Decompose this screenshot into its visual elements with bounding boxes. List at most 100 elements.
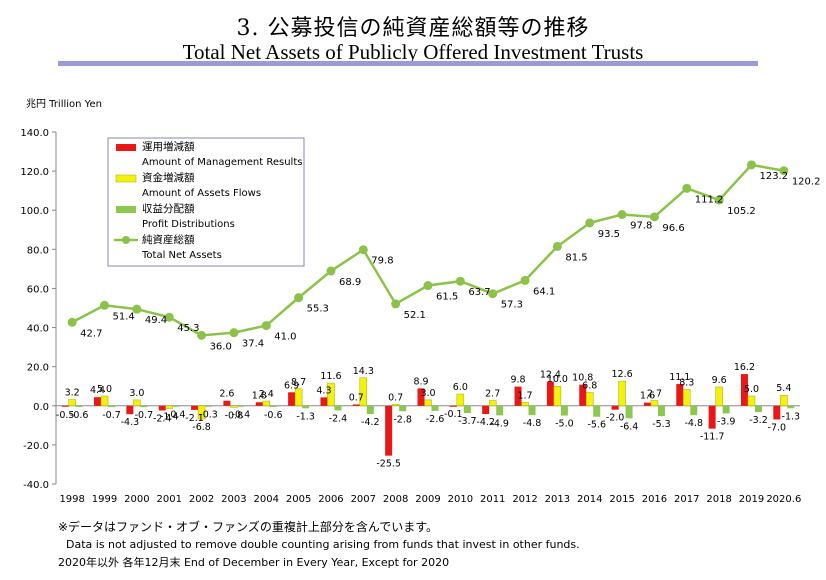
total-net-assets-point: [649, 212, 659, 222]
bar-assets-flows: [618, 380, 626, 407]
total-net-assets-point: [261, 321, 271, 331]
bar-data-label: -2.4: [329, 413, 348, 424]
bar-data-label: -4.3: [121, 417, 140, 428]
total-net-assets-point: [391, 299, 401, 309]
total-net-assets-point: [552, 241, 562, 251]
bar-assets-flows: [359, 377, 368, 407]
total-net-assets-point: [326, 266, 336, 276]
bar-assets-flows: [68, 399, 76, 407]
bar-data-label: -5.3: [652, 419, 671, 430]
line-data-label: 105.2: [727, 206, 756, 217]
legend-label-en: Amount of Assets Flows: [142, 188, 261, 199]
bar-profit-distributions: [269, 405, 277, 407]
y-tick-label: 60.0: [27, 284, 49, 295]
bar-profit-distributions: [75, 405, 83, 407]
x-tick-label: 2015: [609, 494, 634, 505]
line-data-label: 49.4: [145, 315, 167, 326]
y-tick-label: 80.0: [27, 245, 49, 256]
line-data-label: 68.9: [339, 277, 361, 288]
bar-data-label: 5.0: [97, 384, 112, 395]
footnotes: ※データはファンド・オブ・ファンズの重複計上部分を含んでいます。 Data is…: [58, 518, 580, 572]
bar-management-results: [482, 405, 490, 414]
line-data-label: 81.5: [565, 252, 587, 263]
bar-data-label: 2.4: [259, 389, 274, 400]
line-data-label: 97.8: [630, 221, 652, 232]
line-data-label: 64.1: [533, 286, 555, 297]
bar-management-results: [611, 405, 619, 410]
bar-data-label: -0.1: [444, 409, 463, 420]
bar-data-label: -2.0: [606, 413, 625, 424]
bar-data-label: 1.7: [517, 390, 532, 401]
bar-management-results: [255, 402, 263, 406]
bar-data-label: -4.8: [685, 418, 704, 429]
bar-data-label: -3.2: [749, 415, 768, 426]
total-net-assets-point: [617, 210, 627, 220]
bar-data-label: 2.7: [485, 388, 500, 399]
bar-assets-flows: [521, 402, 529, 407]
y-tick-label: 100.0: [20, 206, 49, 217]
total-net-assets-point: [714, 195, 724, 205]
total-net-assets-point: [746, 160, 756, 170]
bar-data-label: -4.2: [361, 417, 380, 428]
bar-management-results: [352, 404, 360, 406]
bar-data-label: -11.7: [700, 432, 725, 443]
line-data-label: 45.3: [177, 323, 199, 334]
bar-management-results: [320, 397, 328, 406]
x-tick-label: 2016: [642, 494, 667, 505]
bar-management-results: [708, 405, 716, 429]
bar-assets-flows: [747, 395, 756, 407]
x-tick-label: 2000: [124, 494, 149, 505]
x-tick-label: 2019: [739, 494, 764, 505]
bar-profit-distributions: [787, 405, 795, 409]
bar-assets-flows: [133, 399, 141, 407]
line-data-label: 111.2: [695, 194, 724, 205]
bar-data-label: -0.6: [70, 410, 89, 421]
bar-data-label: 4.4: [90, 385, 105, 396]
legend-box: [107, 137, 305, 267]
bar-data-label: -2.8: [393, 414, 412, 425]
y-tick-label: 40.0: [27, 324, 49, 335]
line-data-label: 63.7: [468, 287, 490, 298]
bar-data-label: -5.6: [587, 420, 606, 431]
x-tick-label: 2008: [383, 494, 408, 505]
bar-data-label: 1.6: [640, 391, 655, 402]
total-net-assets-point: [585, 218, 595, 228]
total-net-assets-point: [100, 300, 110, 310]
x-tick-label: 2003: [221, 494, 246, 505]
bar-data-label: -25.5: [376, 459, 401, 470]
bar-profit-distributions: [108, 405, 116, 408]
x-tick-label: 2013: [545, 494, 570, 505]
bar-profit-distributions: [560, 405, 568, 416]
legend-line-marker: [122, 236, 130, 244]
bar-data-label: -6.4: [620, 421, 639, 432]
line-data-label: 41.0: [274, 332, 296, 343]
bar-data-label: 9.8: [510, 375, 525, 386]
legend-label-jp: 資金増減額: [142, 171, 195, 184]
bar-data-label: 3.0: [420, 388, 435, 399]
x-tick-label: 1998: [59, 494, 84, 505]
line-data-label: 61.5: [436, 292, 458, 303]
bar-data-label: 2.6: [219, 389, 234, 400]
bar-assets-flows: [100, 395, 109, 407]
y-tick-label: 0.0: [33, 402, 49, 413]
bar-management-results: [514, 386, 522, 406]
y-tick-label: -20.0: [23, 441, 49, 452]
line-data-label: 37.4: [242, 339, 264, 350]
bar-data-label: -6.8: [192, 422, 211, 433]
line-data-label: 120.2: [792, 177, 821, 188]
bar-assets-flows: [456, 393, 465, 407]
y-tick-label: 140.0: [20, 128, 49, 139]
bar-data-label: -1.4: [160, 412, 179, 423]
bar-data-label: 3.2: [65, 388, 80, 399]
y-tick-label: 120.0: [20, 167, 49, 178]
bar-profit-distributions: [172, 405, 180, 407]
total-net-assets-point: [488, 289, 498, 299]
bar-management-results: [643, 402, 651, 406]
x-tick-label: 2018: [706, 494, 731, 505]
bar-data-label: 0.7: [388, 392, 403, 403]
bar-assets-flows: [715, 386, 723, 407]
line-data-label: 79.8: [371, 256, 393, 267]
bar-management-results: [126, 405, 134, 415]
footnote-en: Data is not adjusted to remove double co…: [66, 538, 580, 551]
